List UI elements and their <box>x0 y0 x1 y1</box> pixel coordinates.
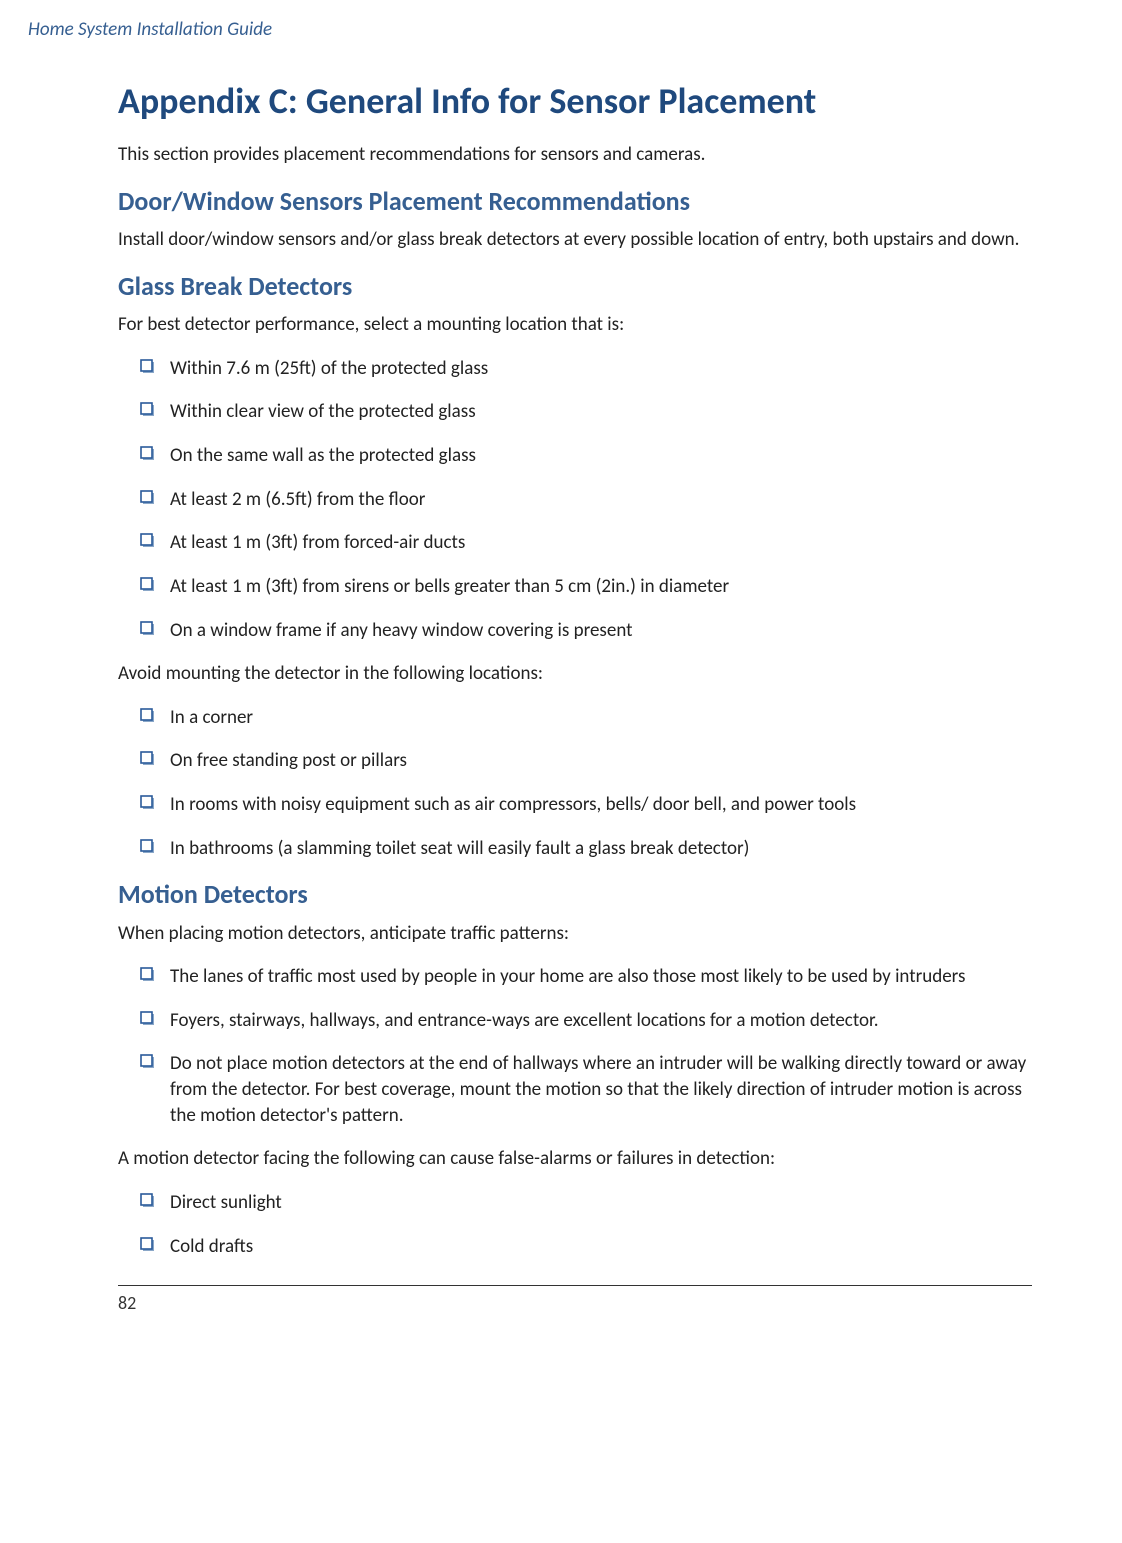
page-number: 82 <box>118 1292 1032 1314</box>
checkbox-icon <box>140 402 156 418</box>
checkbox-icon <box>140 533 156 549</box>
list-item: Direct sunlight <box>118 1190 1032 1216</box>
list-item: On a window frame if any heavy window co… <box>118 618 1032 644</box>
checkbox-icon <box>140 1054 156 1070</box>
running-head: Home System Installation Guide <box>28 18 1032 41</box>
list-item: In bathrooms (a slamming toilet seat wil… <box>118 836 1032 862</box>
document-page: Home System Installation Guide Appendix … <box>0 0 1122 1543</box>
body-paragraph: For best detector performance, select a … <box>118 312 1032 338</box>
checkbox-icon <box>140 967 156 983</box>
checklist-glass-break-avoid: In a corner On free standing post or pil… <box>118 705 1032 862</box>
list-item: Within 7.6 m (25ft) of the protected gla… <box>118 356 1032 382</box>
list-item-text: In rooms with noisy equipment such as ai… <box>170 793 856 816</box>
section-heading-motion: Motion Detectors <box>118 879 1032 910</box>
checkbox-icon <box>140 1237 156 1253</box>
list-item-text: At least 1 m (3ft) from sirens or bells … <box>170 575 729 598</box>
list-item-text: Direct sunlight <box>170 1191 282 1214</box>
list-item-text: Within clear view of the protected glass <box>170 400 476 423</box>
list-item: On the same wall as the protected glass <box>118 443 1032 469</box>
list-item-text: In a corner <box>170 706 253 729</box>
checkbox-icon <box>140 490 156 506</box>
list-item: At least 2 m (6.5ft) from the floor <box>118 487 1032 513</box>
body-paragraph: Install door/window sensors and/or glass… <box>118 227 1032 253</box>
checkbox-icon <box>140 1011 156 1027</box>
list-item-text: On the same wall as the protected glass <box>170 444 476 467</box>
list-item: Cold drafts <box>118 1234 1032 1260</box>
appendix-title: Appendix C: General Info for Sensor Plac… <box>118 81 1032 122</box>
list-item-text: On a window frame if any heavy window co… <box>170 619 633 642</box>
checklist-motion-good: The lanes of traffic most used by people… <box>118 964 1032 1128</box>
checkbox-icon <box>140 839 156 855</box>
list-item: In a corner <box>118 705 1032 731</box>
checkbox-icon <box>140 751 156 767</box>
checkbox-icon <box>140 446 156 462</box>
list-item-text: Foyers, stairways, hallways, and entranc… <box>170 1009 879 1032</box>
section-heading-door-window: Door/Window Sensors Placement Recommenda… <box>118 186 1032 217</box>
intro-paragraph: This section provides placement recommen… <box>118 142 1032 168</box>
list-item-text: Cold drafts <box>170 1235 253 1258</box>
checkbox-icon <box>140 577 156 593</box>
checkbox-icon <box>140 359 156 375</box>
list-item: In rooms with noisy equipment such as ai… <box>118 792 1032 818</box>
checkbox-icon <box>140 621 156 637</box>
list-item-text: At least 2 m (6.5ft) from the floor <box>170 488 425 511</box>
footer-rule <box>118 1285 1032 1286</box>
list-item-text: Within 7.6 m (25ft) of the protected gla… <box>170 357 488 380</box>
checkbox-icon <box>140 795 156 811</box>
checklist-glass-break-good: Within 7.6 m (25ft) of the protected gla… <box>118 356 1032 643</box>
checkbox-icon <box>140 708 156 724</box>
list-item-text: The lanes of traffic most used by people… <box>170 965 965 988</box>
list-item-text: At least 1 m (3ft) from forced-air ducts <box>170 531 465 554</box>
list-item-text: On free standing post or pillars <box>170 749 407 772</box>
list-item: Foyers, stairways, hallways, and entranc… <box>118 1008 1032 1034</box>
list-item-text: Do not place motion detectors at the end… <box>170 1052 1026 1126</box>
list-item: At least 1 m (3ft) from forced-air ducts <box>118 530 1032 556</box>
list-item: On free standing post or pillars <box>118 748 1032 774</box>
body-paragraph: A motion detector facing the following c… <box>118 1146 1032 1172</box>
section-heading-glass-break: Glass Break Detectors <box>118 271 1032 302</box>
list-item: Within clear view of the protected glass <box>118 399 1032 425</box>
checklist-motion-avoid: Direct sunlight Cold drafts <box>118 1190 1032 1259</box>
list-item-text: In bathrooms (a slamming toilet seat wil… <box>170 837 749 860</box>
list-item: Do not place motion detectors at the end… <box>118 1051 1032 1128</box>
checkbox-icon <box>140 1193 156 1209</box>
list-item: At least 1 m (3ft) from sirens or bells … <box>118 574 1032 600</box>
body-paragraph: When placing motion detectors, anticipat… <box>118 921 1032 947</box>
body-paragraph: Avoid mounting the detector in the follo… <box>118 661 1032 687</box>
list-item: The lanes of traffic most used by people… <box>118 964 1032 990</box>
